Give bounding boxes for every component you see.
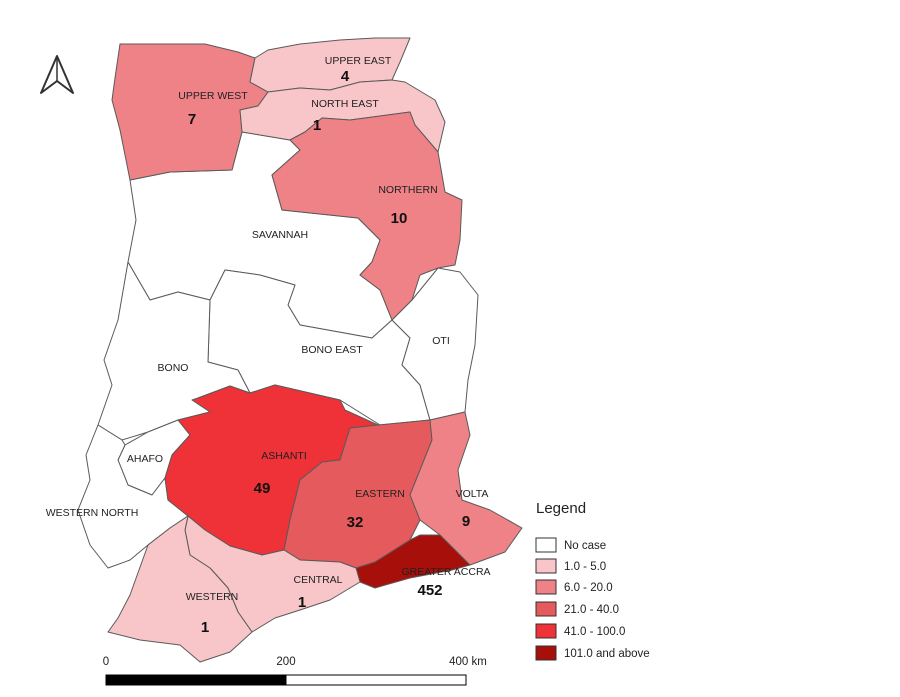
label-savannah: SAVANNAH bbox=[252, 229, 308, 241]
legend-item: 6.0 - 20.0 bbox=[535, 579, 613, 595]
count-upper-west: 7 bbox=[188, 111, 196, 128]
legend-swatch bbox=[535, 579, 557, 595]
label-western: WESTERN bbox=[186, 591, 239, 603]
count-western: 1 bbox=[201, 619, 209, 636]
legend-item: 21.0 - 40.0 bbox=[535, 601, 619, 617]
label-bono: BONO bbox=[158, 362, 189, 374]
region-northern bbox=[271, 111, 463, 321]
count-volta: 9 bbox=[462, 513, 470, 530]
legend-label: 21.0 - 40.0 bbox=[564, 604, 619, 616]
legend-item: 41.0 - 100.0 bbox=[535, 623, 625, 639]
legend-label: 1.0 - 5.0 bbox=[564, 561, 606, 573]
legend-label: 41.0 - 100.0 bbox=[564, 626, 625, 638]
label-bono-east: BONO EAST bbox=[301, 344, 363, 356]
scale-segment-white bbox=[285, 674, 467, 686]
legend-title: Legend bbox=[536, 500, 586, 517]
legend-swatch bbox=[535, 558, 557, 574]
legend-label: 101.0 and above bbox=[564, 648, 650, 660]
north-arrow-icon bbox=[40, 55, 74, 94]
label-upper-west: UPPER WEST bbox=[178, 90, 248, 102]
legend-label: No case bbox=[564, 540, 606, 552]
region-labels: UPPER WEST UPPER EAST NORTH EAST NORTHER… bbox=[46, 55, 491, 603]
label-western-north: WESTERN NORTH bbox=[46, 507, 139, 519]
legend-swatch bbox=[535, 537, 557, 553]
label-north-east: NORTH EAST bbox=[311, 98, 379, 110]
scale-label-200: 200 bbox=[276, 656, 295, 668]
label-greater-accra: GREATER ACCRA bbox=[401, 566, 490, 578]
legend-label: 6.0 - 20.0 bbox=[564, 582, 613, 594]
label-ashanti: ASHANTI bbox=[261, 450, 307, 462]
regions-layer bbox=[77, 37, 523, 663]
legend-swatch bbox=[535, 601, 557, 617]
count-greater-accra: 452 bbox=[417, 582, 442, 599]
label-volta: VOLTA bbox=[456, 488, 489, 500]
scale-bar: 0 200 400 km bbox=[103, 656, 487, 686]
scale-segment-black bbox=[105, 674, 287, 686]
legend-item: 101.0 and above bbox=[535, 645, 650, 661]
label-central: CENTRAL bbox=[293, 574, 342, 586]
label-oti: OTI bbox=[432, 335, 450, 347]
legend-swatch bbox=[535, 645, 557, 661]
count-central: 1 bbox=[298, 594, 306, 611]
legend: Legend No case 1.0 - 5.0 6.0 - 20.0 21.0… bbox=[535, 500, 650, 661]
label-eastern: EASTERN bbox=[355, 488, 405, 500]
count-north-east: 1 bbox=[313, 117, 321, 134]
scale-label-0: 0 bbox=[103, 656, 109, 668]
legend-item: 1.0 - 5.0 bbox=[535, 558, 606, 574]
region-greater-accra bbox=[355, 534, 471, 589]
label-northern: NORTHERN bbox=[378, 184, 437, 196]
label-upper-east: UPPER EAST bbox=[325, 55, 392, 67]
legend-swatch bbox=[535, 623, 557, 639]
count-eastern: 32 bbox=[347, 514, 364, 531]
region-counts: 7 4 1 10 49 32 9 452 1 1 bbox=[188, 68, 470, 636]
count-northern: 10 bbox=[391, 210, 408, 227]
count-upper-east: 4 bbox=[341, 68, 350, 85]
label-ahafo: AHAFO bbox=[127, 453, 163, 465]
scale-label-400: 400 km bbox=[449, 656, 487, 668]
legend-item: No case bbox=[535, 537, 606, 553]
region-western bbox=[107, 515, 253, 663]
count-ashanti: 49 bbox=[254, 480, 271, 497]
